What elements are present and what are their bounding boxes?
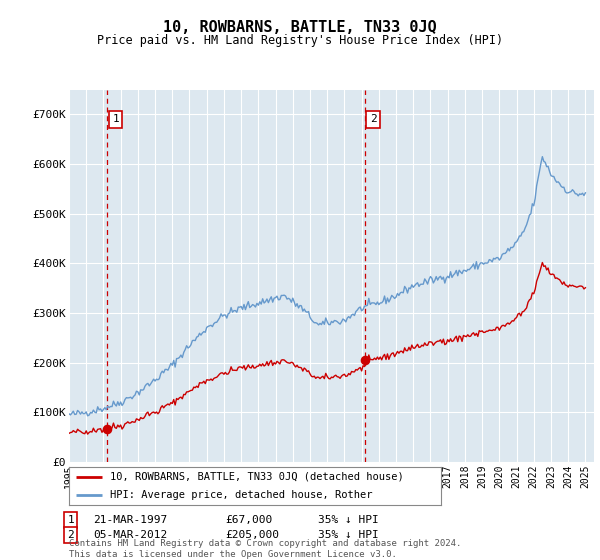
Text: Contains HM Land Registry data © Crown copyright and database right 2024.
This d: Contains HM Land Registry data © Crown c… — [69, 539, 461, 559]
Point — [360, 356, 370, 365]
Text: 35% ↓ HPI: 35% ↓ HPI — [318, 530, 379, 540]
Text: 05-MAR-2012: 05-MAR-2012 — [93, 530, 167, 540]
Text: 1: 1 — [112, 114, 119, 124]
Text: Price paid vs. HM Land Registry's House Price Index (HPI): Price paid vs. HM Land Registry's House … — [97, 34, 503, 46]
Text: 2: 2 — [370, 114, 376, 124]
Text: 35% ↓ HPI: 35% ↓ HPI — [318, 515, 379, 525]
Text: HPI: Average price, detached house, Rother: HPI: Average price, detached house, Roth… — [110, 490, 373, 500]
Text: £205,000: £205,000 — [225, 530, 279, 540]
Text: 10, ROWBARNS, BATTLE, TN33 0JQ (detached house): 10, ROWBARNS, BATTLE, TN33 0JQ (detached… — [110, 472, 404, 482]
Text: 1: 1 — [67, 515, 74, 525]
Point — [103, 424, 112, 433]
Text: 21-MAR-1997: 21-MAR-1997 — [93, 515, 167, 525]
Text: 10, ROWBARNS, BATTLE, TN33 0JQ: 10, ROWBARNS, BATTLE, TN33 0JQ — [163, 20, 437, 35]
Text: 2: 2 — [67, 530, 74, 540]
Text: £67,000: £67,000 — [225, 515, 272, 525]
